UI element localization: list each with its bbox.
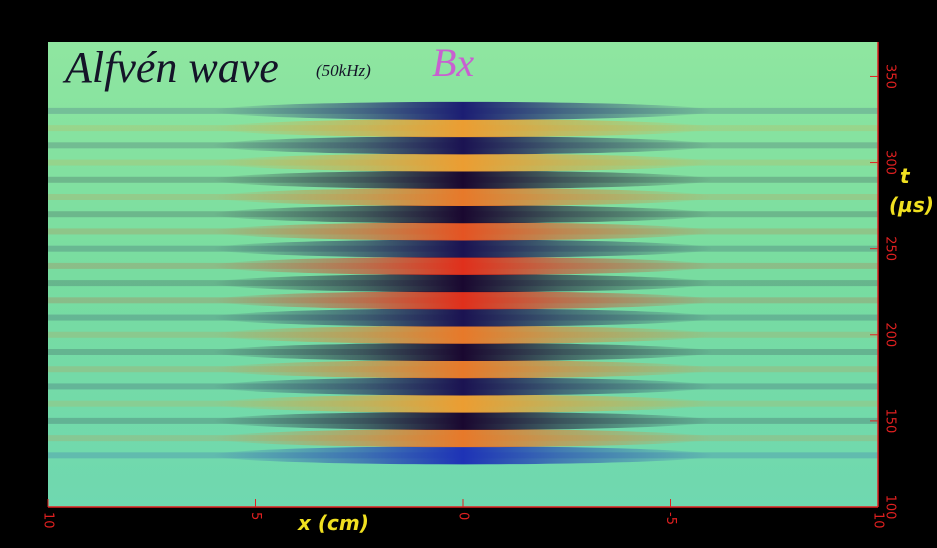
y-tick-label: 150 <box>883 408 898 433</box>
stripe <box>213 240 713 258</box>
stripe <box>213 205 713 223</box>
stripe <box>213 291 713 309</box>
stripe <box>213 171 713 189</box>
stripe <box>213 188 713 206</box>
stripe <box>213 446 713 464</box>
stripe <box>213 360 713 378</box>
y-tick-label: 100 <box>883 495 898 520</box>
stripe <box>213 326 713 344</box>
stripe <box>213 136 713 154</box>
stripe <box>213 343 713 361</box>
stripe <box>213 154 713 172</box>
y-axis-label: t <box>900 164 911 188</box>
x-axis-label: x (cm) <box>297 511 369 535</box>
stripe <box>213 102 713 120</box>
stripe <box>213 257 713 275</box>
y-axis-label: (µs) <box>889 193 934 217</box>
x-tick-label: -5 <box>663 512 678 525</box>
chart-title: Alfvén wave <box>62 43 279 92</box>
y-tick-label: 200 <box>883 322 898 347</box>
stripe <box>213 377 713 395</box>
stripe <box>213 119 713 137</box>
y-tick-label: 250 <box>883 236 898 261</box>
stripe <box>213 429 713 447</box>
stripe <box>213 222 713 240</box>
subtitle: (50kHz) <box>316 61 371 80</box>
x-tick-label: 5 <box>248 512 263 520</box>
y-tick-label: 350 <box>883 64 898 89</box>
x-tick-label: 10 <box>41 512 56 529</box>
stripe <box>213 395 713 413</box>
annotation: Bx <box>432 40 474 85</box>
chart: Alfvén wave (50kHz) Bx x (cm) t (µs) 10 5… <box>0 0 937 548</box>
y-tick-label: 300 <box>883 150 898 175</box>
stripe <box>213 309 713 327</box>
x-tick-label: 0 <box>456 512 471 520</box>
stripe <box>213 412 713 430</box>
stripe <box>213 274 713 292</box>
